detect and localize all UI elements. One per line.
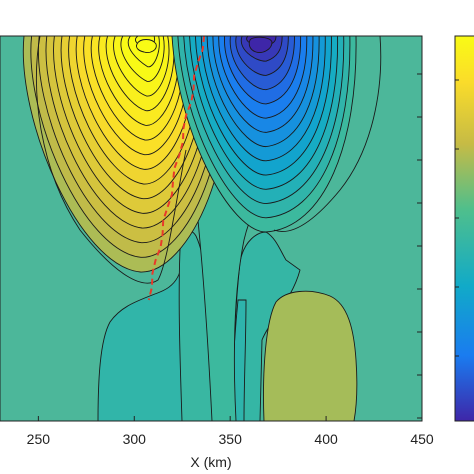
colorbar-ticks xyxy=(455,79,459,357)
contour-layer xyxy=(22,36,382,421)
contour-line xyxy=(273,36,382,232)
x-tick-label: 300 xyxy=(123,431,147,447)
colorbar xyxy=(454,35,474,422)
plot-frame xyxy=(0,35,423,422)
contour-region xyxy=(136,39,157,53)
contour-line xyxy=(36,36,187,284)
x-axis-label: X (km) xyxy=(190,454,231,470)
contour-region xyxy=(263,290,358,421)
front-dashed-line xyxy=(147,35,205,301)
x-tick-label: 250 xyxy=(27,431,51,447)
x-axis: 250 300 350 400 450 xyxy=(27,73,434,447)
x-tick-label: 400 xyxy=(314,431,338,447)
x-tick-label: 350 xyxy=(219,431,243,447)
x-tick-label: 450 xyxy=(410,431,434,447)
contour-region xyxy=(248,36,273,53)
